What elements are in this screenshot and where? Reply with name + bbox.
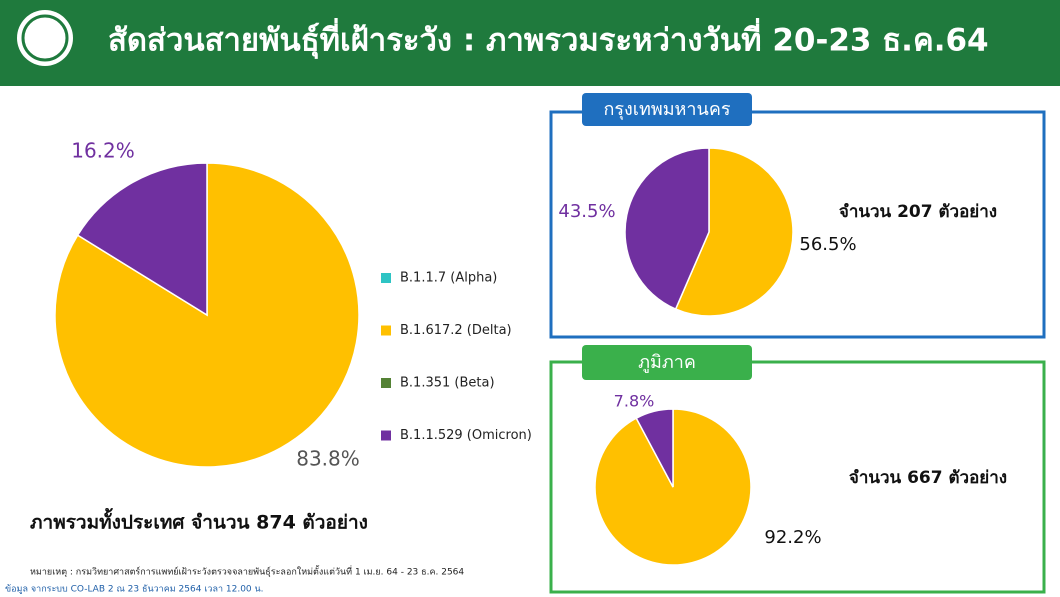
logo [17, 10, 73, 66]
pie-slice [674, 147, 794, 317]
pie-slice [76, 162, 208, 317]
caption: จำนวน 667 ตัวอย่าง [849, 468, 1007, 488]
legend-swatch [381, 273, 391, 283]
source: ข้อมูล จากระบบ CO-LAB 2 ณ 23 ธันวาคม 256… [5, 584, 264, 595]
legend-label: B.1.1.7 (Alpha) [400, 271, 497, 286]
legend-label: B.1.1.529 (Omicron) [400, 428, 532, 443]
value-label: 56.5% [799, 234, 856, 255]
region-box [549, 360, 1046, 594]
region-tab [582, 345, 752, 380]
footnote: หมายเหตุ : กรมวิทยาศาสตร์การแพทย์เฝ้าระว… [30, 565, 464, 578]
value-label: 83.8% [296, 447, 360, 471]
box-title: ภูมิภาค [638, 352, 696, 373]
value-label: 92.2% [764, 527, 821, 548]
legend-swatch [381, 325, 391, 336]
value-label: 7.8% [614, 392, 655, 411]
pie-slice [635, 408, 674, 488]
value-label: 43.5% [558, 201, 615, 222]
caption: ภาพรวมทั้งประเทศ จำนวน 874 ตัวอย่าง [30, 508, 368, 534]
legend-swatch [381, 378, 391, 388]
pie-slice [624, 147, 710, 311]
bangkok-box [549, 110, 1046, 339]
box-title: กรุงเทพมหานคร [603, 99, 730, 120]
bangkok-tab [582, 93, 752, 126]
pie-slice [54, 162, 360, 468]
legend-label: B.1.351 (Beta) [400, 376, 495, 391]
header-title: สัดส่วนสายพันธุ์ที่เฝ้าระวัง : ภาพรวมระห… [108, 18, 989, 60]
logo-ring [21, 14, 69, 62]
header-bar [0, 0, 1060, 86]
caption: จำนวน 207 ตัวอย่าง [839, 202, 997, 222]
legend-swatch [381, 430, 391, 441]
value-label: 16.2% [71, 139, 135, 163]
legend-label: B.1.617.2 (Delta) [400, 323, 512, 338]
